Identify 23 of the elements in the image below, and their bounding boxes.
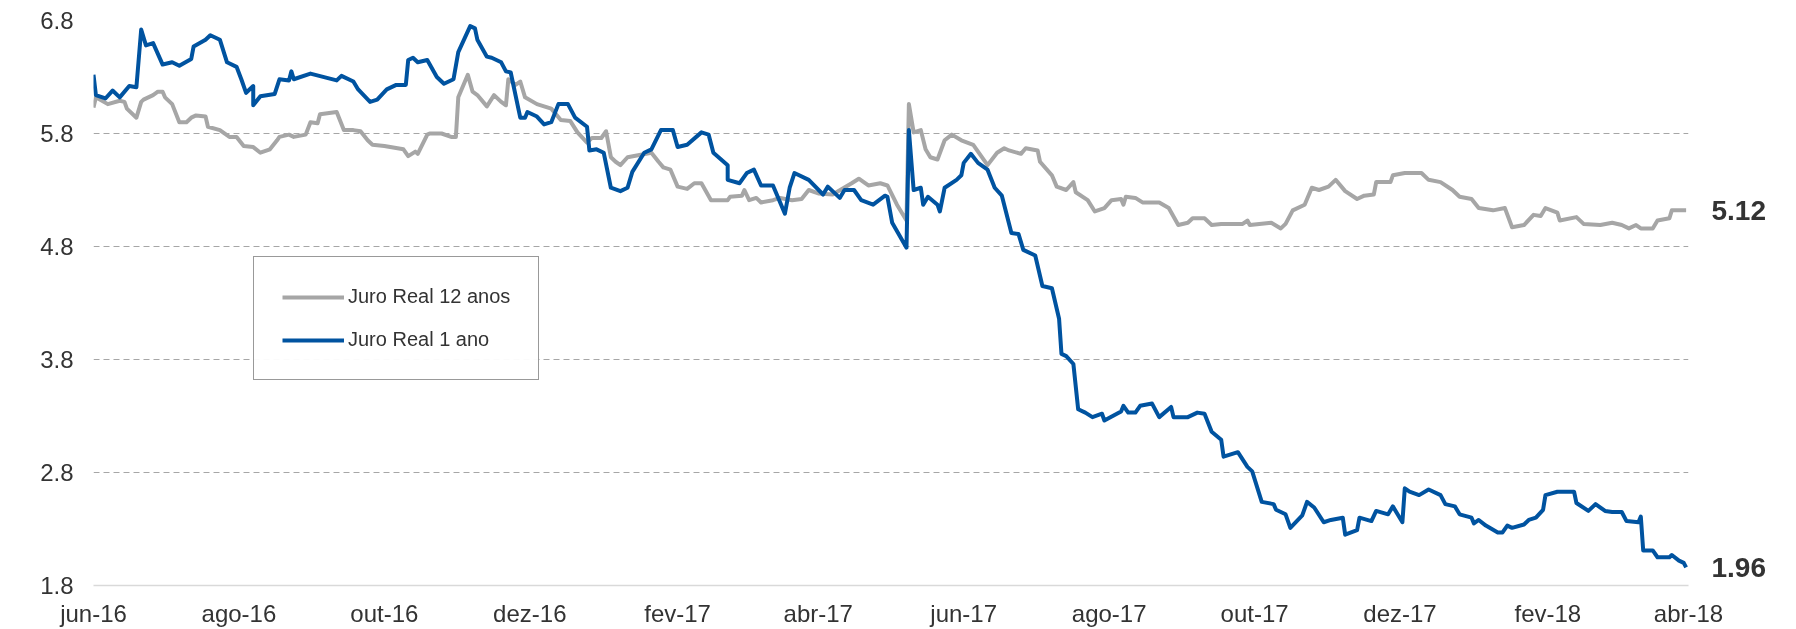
x-tick-label: fev-18 (1514, 599, 1582, 627)
y-tick-label: 6.8 (40, 7, 74, 34)
x-tick-label: abr-17 (783, 599, 853, 627)
x-tick-label: out-16 (350, 599, 419, 627)
annotation: 5.12 (1711, 194, 1766, 226)
x-tick-label: jun-16 (59, 599, 127, 627)
y-tick-label: 4.8 (40, 233, 74, 260)
x-tick-label: fev-17 (644, 599, 711, 627)
x-tick-label: jun-17 (929, 599, 998, 627)
annotation: 1.96 (1711, 551, 1766, 583)
x-tick-label: dez-17 (1363, 599, 1437, 627)
y-tick-label: 3.8 (40, 346, 74, 373)
legend-label: Juro Real 12 anos (348, 285, 511, 308)
x-tick-label: ago-16 (201, 599, 277, 627)
x-tick-label: ago-17 (1071, 599, 1147, 627)
x-tick-label: dez-16 (493, 599, 567, 627)
y-tick-label: 2.8 (40, 459, 74, 486)
x-tick-label: out-17 (1220, 599, 1289, 627)
line-series (93, 24, 1689, 570)
y-tick-label: 5.8 (40, 120, 74, 147)
x-tick-label: abr-18 (1653, 599, 1724, 627)
y-tick-label: 1.8 (40, 572, 74, 599)
legend-label: Juro Real 1 ano (348, 328, 490, 351)
